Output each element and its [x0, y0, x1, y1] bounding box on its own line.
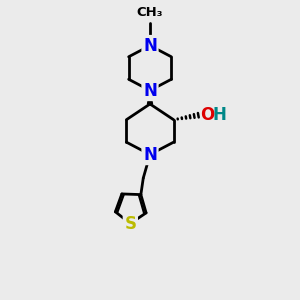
Text: N: N: [143, 37, 157, 55]
Text: O: O: [200, 106, 214, 124]
Text: H: H: [212, 106, 226, 124]
Text: N: N: [143, 82, 157, 100]
Text: N: N: [143, 146, 157, 164]
Polygon shape: [148, 91, 152, 104]
Text: CH₃: CH₃: [137, 6, 163, 19]
Text: S: S: [124, 214, 136, 232]
